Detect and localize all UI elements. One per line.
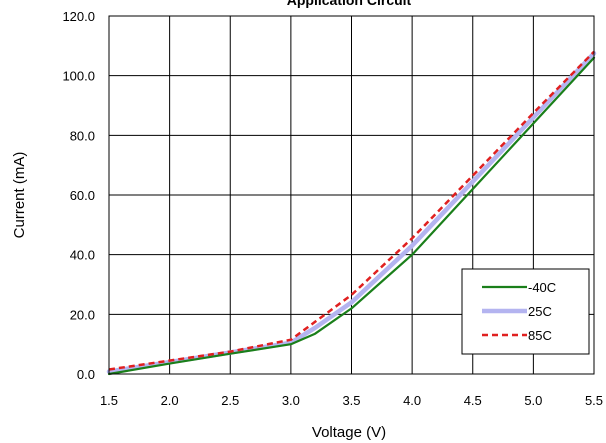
y-tick-label: 100.0 xyxy=(62,69,95,84)
y-tick-label: 0.0 xyxy=(77,367,95,382)
grid xyxy=(108,15,595,375)
x-tick-label: 2.0 xyxy=(161,393,179,408)
x-tick-label: 5.5 xyxy=(585,393,603,408)
y-tick-label: 40.0 xyxy=(70,248,95,263)
x-tick-label: 4.5 xyxy=(464,393,482,408)
y-axis-title: Current (mA) xyxy=(11,152,28,239)
x-tick-label: 4.0 xyxy=(403,393,421,408)
x-tick-label: 1.5 xyxy=(100,393,118,408)
plot-frame xyxy=(108,15,595,375)
legend-label: 25C xyxy=(528,304,552,319)
series-line-0 xyxy=(107,56,596,376)
y-tick-label: 120.0 xyxy=(62,9,95,24)
legend-label: -40C xyxy=(528,280,556,295)
y-tick-label: 20.0 xyxy=(70,307,95,322)
x-tick-label: 3.5 xyxy=(342,393,360,408)
series-line-2 xyxy=(108,50,595,371)
x-tick-label: 2.5 xyxy=(221,393,239,408)
tick-labels: 1.5 2.0 2.5 3.0 3.5 4.0 4.5 5.0 5.5 0.0 20.0 40.0 60… xyxy=(62,9,603,408)
series-lines xyxy=(106,50,597,376)
y-tick-label: 80.0 xyxy=(70,128,95,143)
chart-title: Application Circuit xyxy=(287,0,412,8)
x-tick-label: 5.0 xyxy=(524,393,542,408)
x-tick-label: 3.0 xyxy=(282,393,300,408)
x-axis-title: Voltage (V) xyxy=(312,424,386,441)
legend-label: 85C xyxy=(528,328,552,343)
legend: -40C 25C 85C xyxy=(461,268,590,355)
y-tick-label: 60.0 xyxy=(70,188,95,203)
